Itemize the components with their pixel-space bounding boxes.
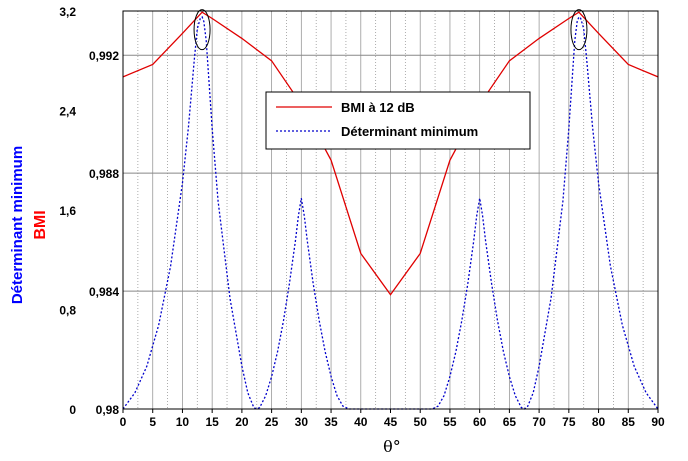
x-axis-title: θ° xyxy=(383,437,401,456)
x-tick-label: 35 xyxy=(324,415,338,429)
x-tick-label: 10 xyxy=(176,415,190,429)
annotation-ellipse xyxy=(570,9,588,51)
x-tick-label: 80 xyxy=(592,415,606,429)
x-tick-label: 30 xyxy=(295,415,309,429)
y-det-tick-label: 0,988 xyxy=(89,167,119,181)
grid xyxy=(123,11,658,409)
y-det-tick-label: 0,98 xyxy=(96,403,120,417)
legend-box xyxy=(265,91,531,150)
y-det-tick-labels: 0,98 0,984 0,988 0,992 xyxy=(89,49,119,417)
x-tick-label: 20 xyxy=(235,415,249,429)
y-bmi-tick-labels: 0 0,8 1,6 2,4 3,2 xyxy=(59,5,76,417)
x-tick-label: 60 xyxy=(473,415,487,429)
x-tick-label: 55 xyxy=(443,415,457,429)
y-bmi-tick-label: 0 xyxy=(69,403,76,417)
y-det-tick-label: 0,984 xyxy=(89,285,119,299)
x-tick-label: 65 xyxy=(503,415,517,429)
legend-label-det: Déterminant minimum xyxy=(341,124,478,139)
x-tick-label: 50 xyxy=(414,415,428,429)
y-bmi-tick-label: 1,6 xyxy=(59,204,76,218)
x-tick-labels: 0 5 10 15 20 25 30 35 40 45 50 55 60 65 70 75 80 85 90 xyxy=(120,409,665,429)
x-tick-label: 15 xyxy=(205,415,219,429)
x-tick-label: 5 xyxy=(149,415,156,429)
annotations xyxy=(193,9,588,51)
x-tick-label: 75 xyxy=(562,415,576,429)
x-tick-label: 0 xyxy=(120,415,127,429)
x-tick-label: 90 xyxy=(651,415,665,429)
x-tick-label: 45 xyxy=(384,415,398,429)
series-line-bmi xyxy=(122,11,659,296)
y-bmi-tick-label: 2,4 xyxy=(59,105,76,119)
x-tick-label: 40 xyxy=(354,415,368,429)
y-bmi-tick-label: 3,2 xyxy=(59,5,76,19)
y-bmi-tick-label: 0,8 xyxy=(59,304,76,318)
annotation-ellipse xyxy=(193,9,211,51)
legend-label-bmi: BMI à 12 dB xyxy=(341,100,415,115)
y-det-tick-label: 0,992 xyxy=(89,49,119,63)
y-axis-title-bmi: BMI xyxy=(32,210,49,239)
x-tick-label: 70 xyxy=(532,415,546,429)
x-tick-label: 25 xyxy=(265,415,279,429)
legend: BMI à 12 dB Déterminant minimum xyxy=(265,91,531,150)
y-axis-title-determinant: Déterminant minimum xyxy=(9,146,26,304)
x-tick-label: 85 xyxy=(622,415,636,429)
